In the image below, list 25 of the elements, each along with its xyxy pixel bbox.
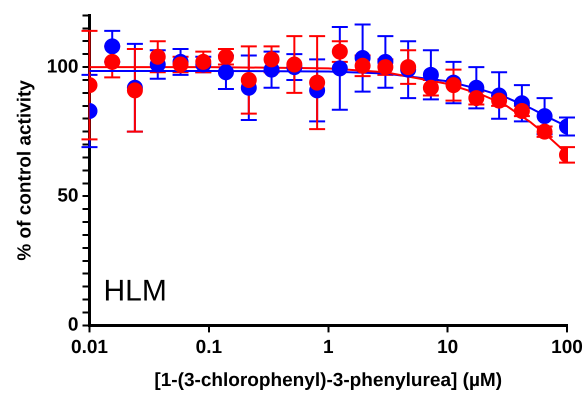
point bbox=[195, 54, 212, 70]
x-tick-label: 1 bbox=[322, 337, 334, 358]
point bbox=[309, 74, 326, 91]
point bbox=[218, 64, 234, 80]
point bbox=[332, 60, 348, 76]
x-tick-label: 10 bbox=[437, 337, 458, 358]
y-tick-label: 50 bbox=[57, 185, 78, 206]
y-tick-label: 0 bbox=[68, 314, 78, 336]
point bbox=[104, 38, 120, 54]
point bbox=[354, 58, 371, 74]
y-axis-title: % of control activity bbox=[14, 80, 36, 261]
point bbox=[264, 51, 280, 68]
point bbox=[104, 54, 120, 70]
y-tick-label: 100 bbox=[46, 56, 78, 78]
point bbox=[536, 108, 553, 124]
point bbox=[150, 48, 166, 65]
point bbox=[286, 56, 302, 72]
annotation: HLM bbox=[104, 274, 167, 308]
point bbox=[240, 72, 257, 88]
x-tick-label: 0.01 bbox=[71, 337, 108, 358]
point bbox=[332, 44, 348, 60]
x-tick-label: 100 bbox=[551, 337, 583, 358]
x-axis-title: [1-(3-chlorophenyl)-3-phenylurea] (µM) bbox=[154, 370, 502, 391]
x-tick-label: 0.1 bbox=[196, 337, 223, 358]
point bbox=[422, 66, 439, 83]
